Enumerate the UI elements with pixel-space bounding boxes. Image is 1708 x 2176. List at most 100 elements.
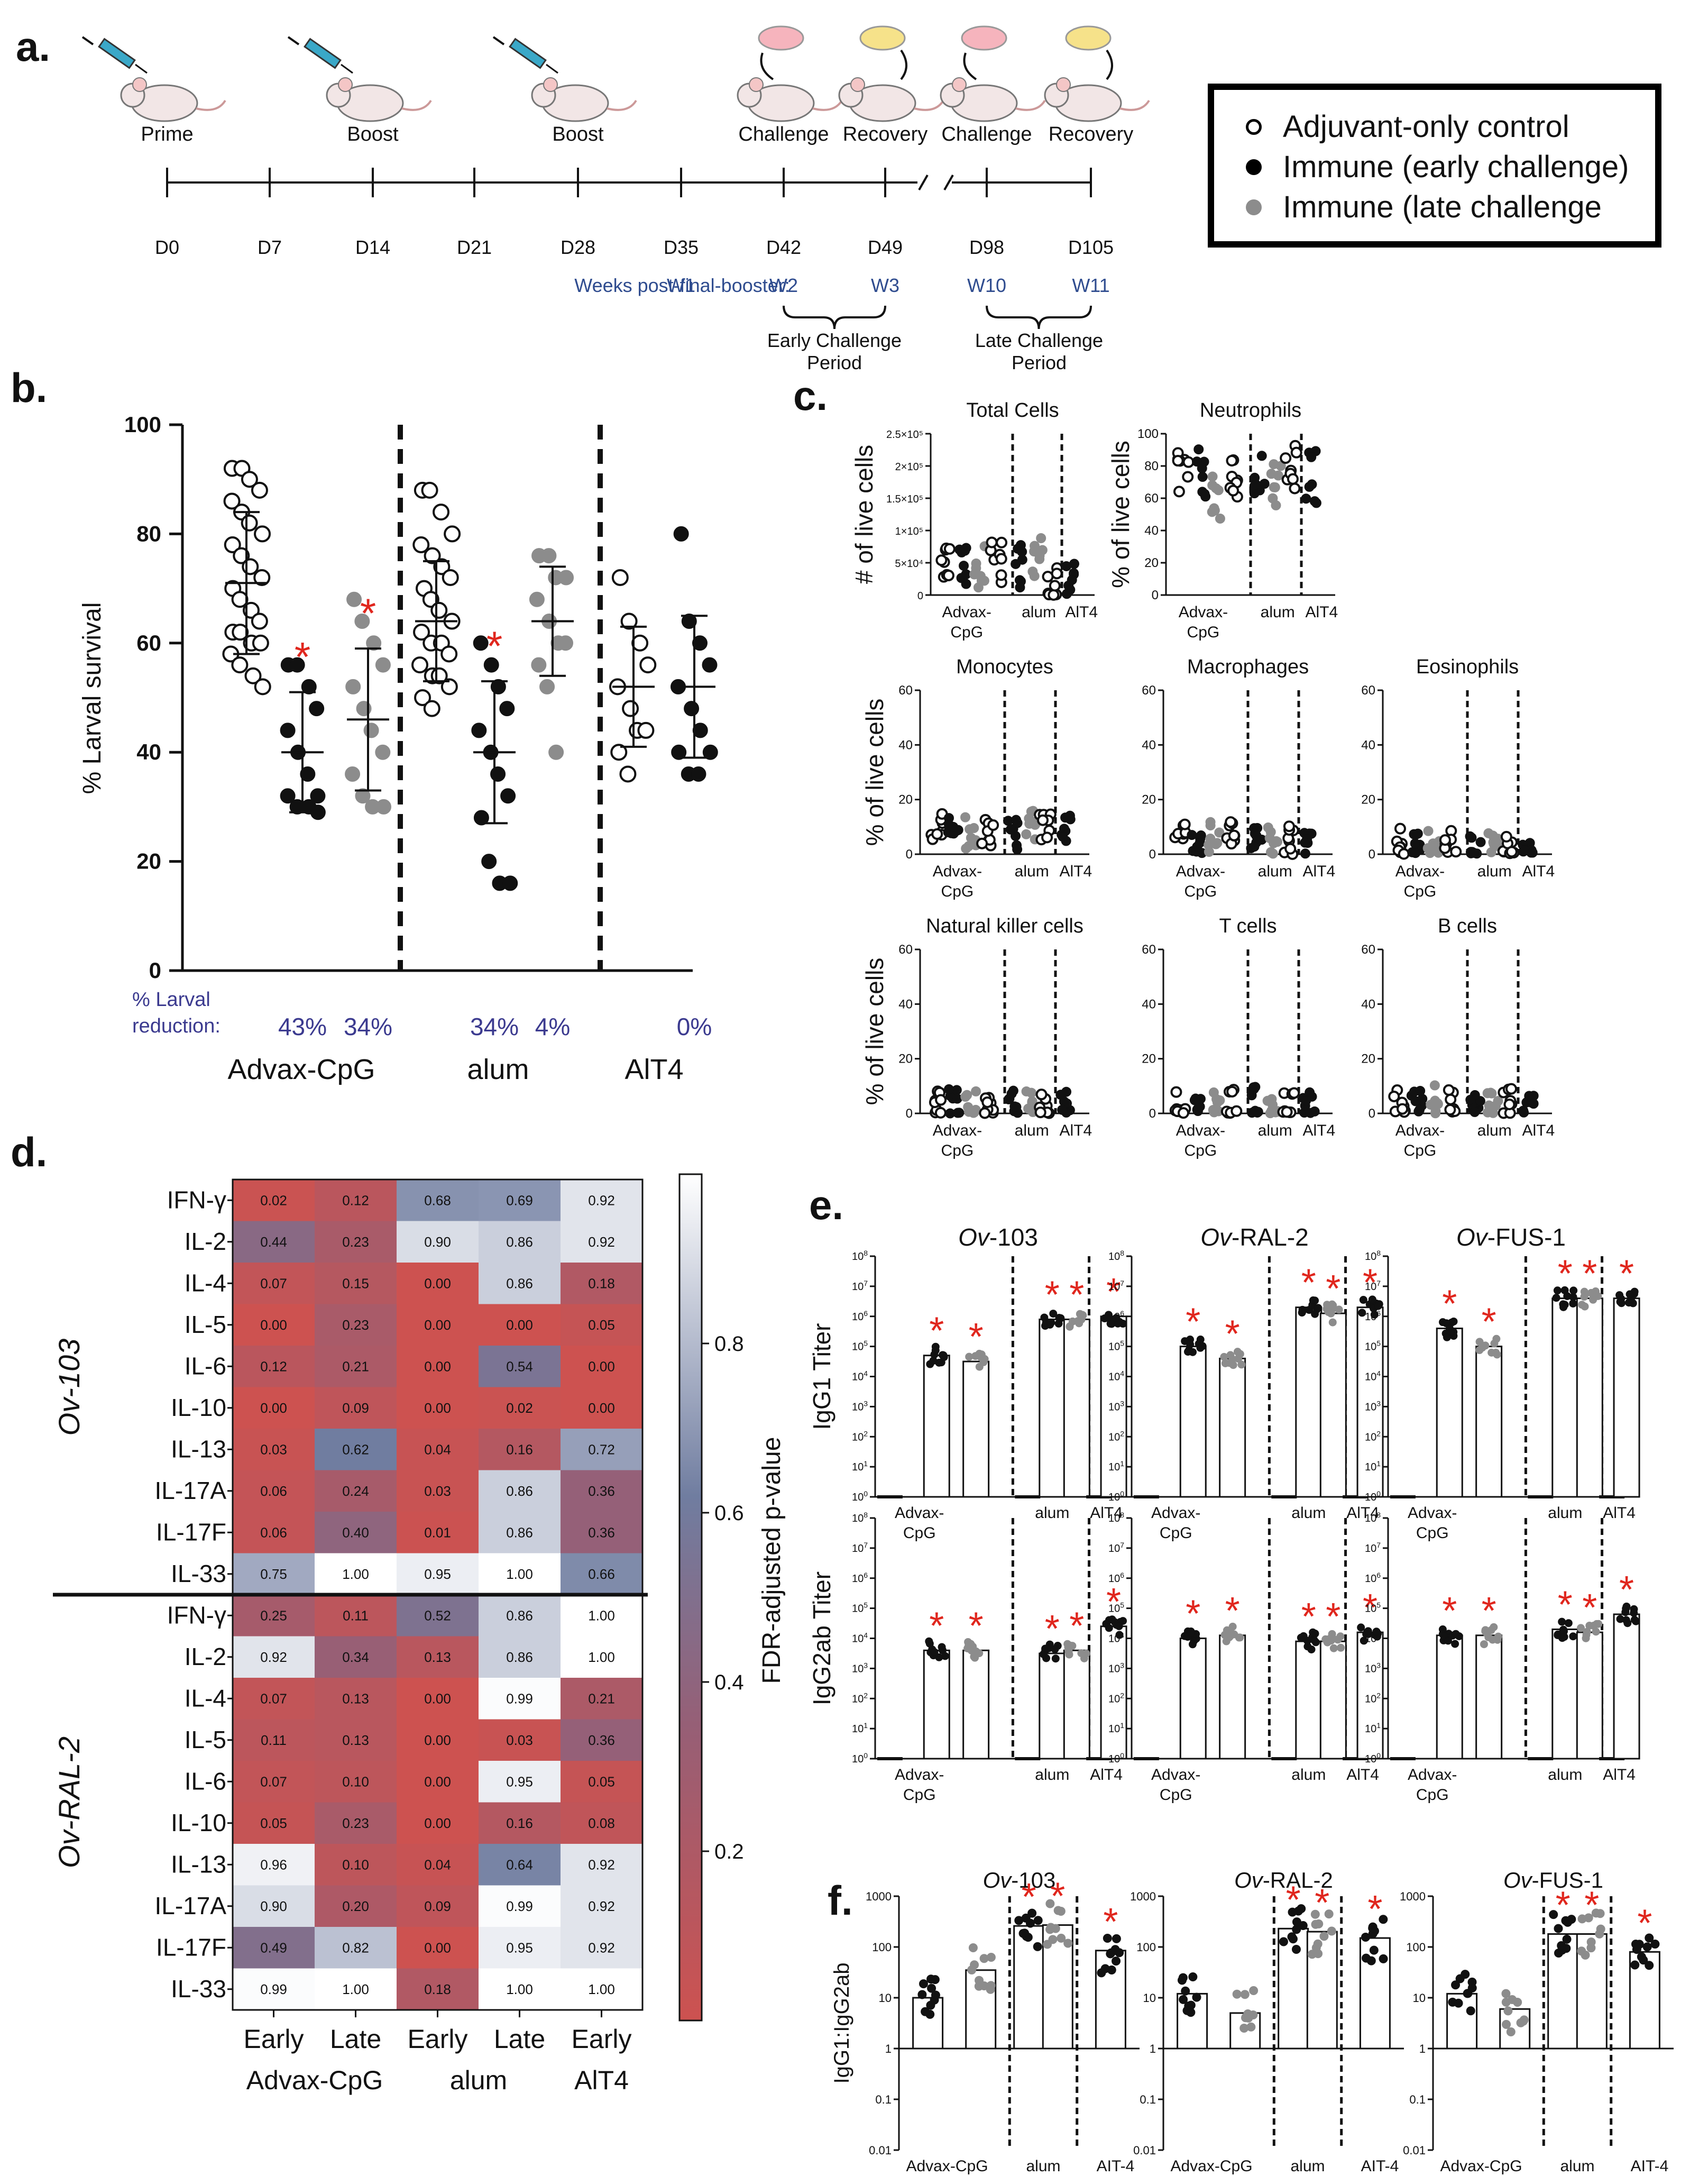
titer-point: [1221, 1359, 1229, 1367]
y-tick-label: 0: [149, 958, 161, 983]
titer-point: [929, 1357, 938, 1365]
larval-survival-point: [423, 700, 440, 717]
significance-star: *: [486, 623, 502, 669]
heatmap-value: 0.20: [342, 1898, 369, 1914]
group-label: Advax-CpG: [227, 1054, 375, 1085]
ratio-point: [1279, 1937, 1288, 1946]
cytokine-label: IL-13: [171, 1435, 226, 1462]
heatmap-value: 0.00: [506, 1317, 533, 1333]
cytokine-label: IL-10: [171, 1394, 226, 1421]
significance-star: *: [1442, 1590, 1457, 1632]
titer-point: [1049, 1310, 1058, 1318]
larval-survival-point: [692, 635, 708, 651]
larval-survival-point: [673, 526, 689, 542]
cell-count-point: [971, 558, 981, 569]
group-label: Advax-CpG: [906, 2157, 988, 2175]
titer-bar: [1039, 1652, 1066, 1760]
titer-point: [1490, 1339, 1499, 1348]
cell-count-point: [965, 824, 975, 835]
group-label: CpG: [903, 1786, 936, 1804]
day-label: D35: [664, 236, 699, 258]
cell-count-point: [1309, 496, 1320, 507]
cell-count-point: [1527, 847, 1538, 858]
significance-star: *: [1103, 1901, 1118, 1943]
cell-count-point: [1034, 1107, 1046, 1119]
cell-count-point: [1227, 484, 1239, 497]
y-tick-label: 40: [1361, 997, 1375, 1011]
heatmap-cell: [315, 1844, 397, 1886]
y-tick-label: 100: [1108, 1489, 1124, 1503]
group-label: CpG: [1184, 1142, 1217, 1159]
heatmap-cell: [479, 1304, 561, 1346]
ratio-point: [1650, 1940, 1660, 1949]
ratio-point: [1631, 1940, 1640, 1949]
cell-count-point: [1528, 1099, 1539, 1109]
heatmap-cell: [315, 1263, 397, 1304]
y-tick-label: 105: [852, 1601, 868, 1615]
y-tick-label: 102: [1108, 1691, 1124, 1705]
cell-count-point: [1172, 455, 1184, 467]
titer-point: [1186, 1340, 1195, 1349]
ratio-point: [1577, 1914, 1587, 1924]
cell-count-point: [1067, 574, 1077, 585]
heatmap-value: 0.05: [588, 1317, 615, 1333]
ratio-point: [1324, 1909, 1334, 1919]
larval-survival-point: [224, 536, 241, 554]
heatmap-cell: [561, 1844, 642, 1886]
group-label: Advax-: [1408, 1766, 1457, 1784]
mouse-tail: [1119, 99, 1150, 111]
y-tick-label: 103: [852, 1399, 868, 1413]
cell-count-point: [1482, 1088, 1493, 1099]
heatmap-cell: [315, 1304, 397, 1346]
larval-survival-point: [440, 678, 458, 696]
titer-point: [1582, 1634, 1590, 1642]
heatmap-value: 0.10: [342, 1857, 369, 1872]
group-label: AlT4: [1522, 1122, 1555, 1139]
titer-point: [1372, 1628, 1381, 1636]
significance-star: *: [295, 634, 310, 680]
cell-count-point: [1048, 589, 1060, 601]
cell-count-point: [1195, 837, 1205, 848]
heatmap-value: 0.95: [506, 1940, 533, 1955]
heatmap-cell: [561, 1429, 642, 1470]
reduction-label: % Larval: [132, 989, 210, 1011]
cell-count-point: [1024, 1103, 1034, 1114]
larval-survival-point: [692, 723, 708, 738]
heatmap-cell: [233, 1387, 315, 1429]
heatmap-value: 0.23: [342, 1234, 369, 1250]
y-tick-label: 1.5×10⁵: [886, 493, 923, 505]
cell-count-point: [1182, 471, 1194, 483]
heatmap-cell: [233, 1180, 315, 1221]
group-label: Advax-CpG: [1170, 2157, 1252, 2175]
titer-point: [1617, 1294, 1626, 1303]
syringe-icon: [509, 38, 547, 69]
ratio-point: [1642, 1942, 1652, 1952]
event-label: Boost: [552, 123, 604, 145]
larval-survival-point: [233, 547, 250, 564]
larval-survival-point: [490, 766, 506, 782]
larval-survival-point: [366, 635, 382, 651]
cell-count-point: [1173, 486, 1185, 498]
heatmap-cell: [233, 1802, 315, 1844]
titer-point: [1311, 1310, 1319, 1318]
heatmap-value: 0.07: [260, 1773, 287, 1789]
heatmap-cell: [397, 1512, 479, 1553]
ratio-bar: [1499, 2008, 1531, 2050]
heatmap-cell: [479, 1346, 561, 1387]
heatmap-value: 0.12: [342, 1192, 369, 1208]
heatmap-cell: [479, 1678, 561, 1720]
titer-point: [1051, 1645, 1059, 1653]
cell-count-point: [1425, 848, 1435, 858]
titer-bar: [962, 1649, 990, 1760]
significance-star: *: [1637, 1902, 1652, 1944]
heatmap-cell: [233, 1263, 315, 1304]
heatmap-value: 0.72: [588, 1441, 615, 1457]
titer-point: [1051, 1654, 1060, 1663]
cell-count-point: [1225, 816, 1237, 828]
cell-count-point: [1283, 820, 1295, 833]
y-tick-label: 102: [1365, 1429, 1381, 1443]
larval-survival-point: [242, 558, 259, 575]
larval-survival-point: [558, 570, 574, 586]
heatmap-cell: [397, 1678, 479, 1720]
titer-point: [1552, 1294, 1560, 1302]
